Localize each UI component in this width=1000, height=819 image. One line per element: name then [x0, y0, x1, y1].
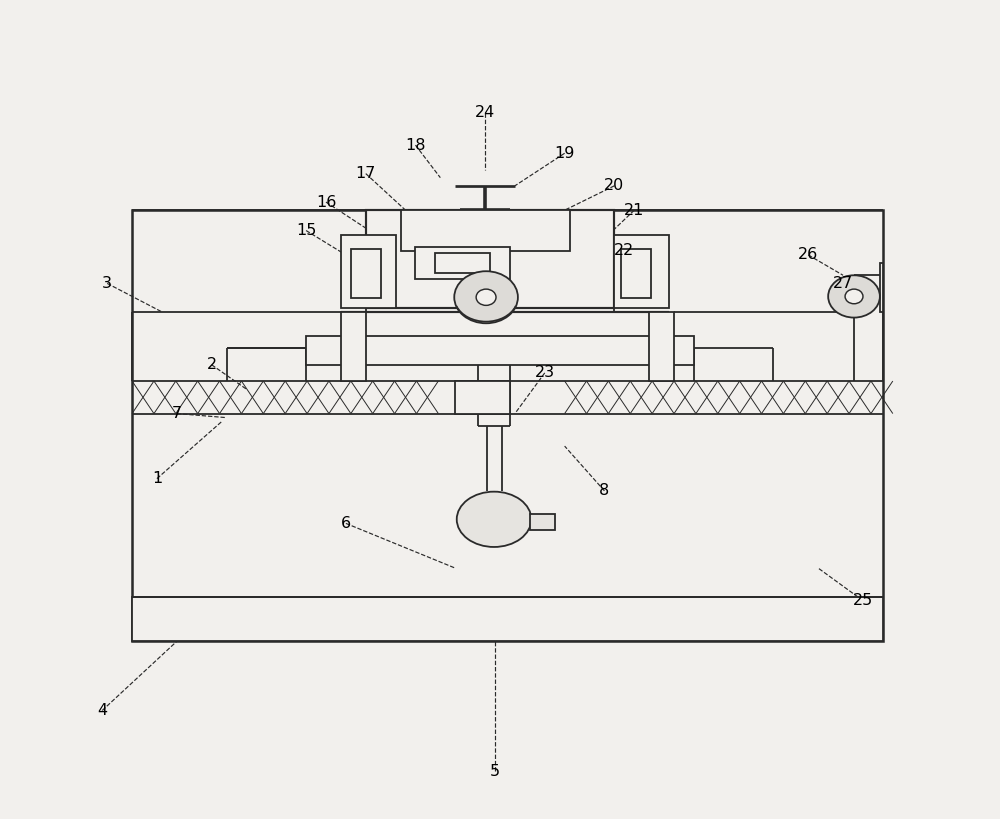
Text: 2: 2	[207, 357, 217, 373]
Text: 15: 15	[296, 223, 316, 238]
Bar	[649, 312, 674, 381]
Text: 27: 27	[833, 276, 853, 291]
Text: 18: 18	[405, 138, 426, 152]
Text: 22: 22	[614, 243, 634, 258]
Text: 19: 19	[554, 146, 575, 161]
Bar	[455, 381, 510, 414]
Bar	[132, 210, 883, 641]
Text: 20: 20	[604, 179, 624, 193]
Text: 1: 1	[152, 471, 162, 486]
Bar	[880, 263, 883, 312]
Text: 5: 5	[490, 764, 500, 779]
Circle shape	[476, 289, 496, 305]
Text: 26: 26	[798, 247, 818, 262]
Bar	[435, 252, 490, 273]
Bar	[351, 249, 381, 298]
Ellipse shape	[457, 491, 531, 547]
Text: 24: 24	[475, 105, 495, 120]
Circle shape	[845, 289, 863, 304]
Text: 23: 23	[535, 365, 555, 380]
Bar	[341, 312, 366, 381]
Text: 6: 6	[341, 516, 351, 531]
Bar	[341, 234, 396, 308]
Text: 8: 8	[599, 483, 610, 498]
Bar	[366, 210, 614, 308]
Text: 4: 4	[97, 703, 107, 718]
Bar	[530, 514, 555, 530]
Text: 21: 21	[624, 203, 644, 218]
Bar	[306, 337, 694, 364]
Bar	[132, 596, 883, 641]
Text: 25: 25	[853, 593, 873, 609]
Bar	[614, 234, 669, 308]
Bar	[401, 210, 570, 251]
Circle shape	[828, 275, 880, 318]
Circle shape	[454, 271, 518, 324]
Text: 17: 17	[356, 166, 376, 181]
Bar	[415, 247, 510, 279]
Text: 7: 7	[172, 406, 182, 421]
Bar	[621, 249, 651, 298]
Text: 3: 3	[102, 276, 112, 291]
Text: 16: 16	[316, 195, 336, 210]
